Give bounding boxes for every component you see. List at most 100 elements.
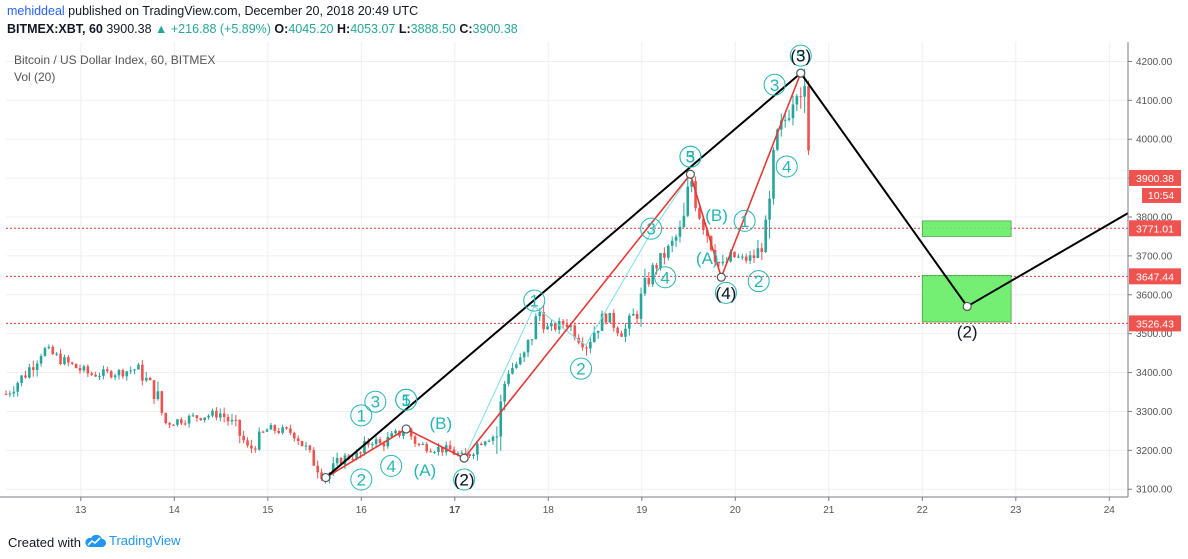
candle-body [370, 444, 374, 446]
candle-body [464, 452, 468, 454]
candle-body [273, 425, 277, 431]
candle-body [748, 255, 752, 261]
open-value: 4045.20 [288, 22, 334, 36]
candle-body [487, 440, 491, 442]
wave-pivot-point[interactable] [685, 169, 696, 179]
wave-label: (B) [429, 414, 452, 433]
grid-lines [6, 42, 1128, 497]
wave-label: (A) [696, 249, 719, 268]
candle-body [752, 255, 756, 259]
candle-body [776, 129, 779, 150]
candle-body [191, 415, 195, 417]
candle-body [417, 443, 421, 445]
wave-line-black[interactable] [325, 72, 1129, 479]
target-box[interactable] [921, 220, 1012, 237]
candle-body [476, 443, 479, 455]
candle-body [215, 410, 218, 418]
price-tick-label: 4000.00 [1136, 135, 1173, 146]
time-tick-label: 22 [917, 505, 929, 516]
wave-pivot-point[interactable] [459, 453, 469, 463]
candle-body [483, 441, 487, 446]
time-tick-label: 13 [75, 505, 87, 516]
time-tick-label: 16 [356, 505, 368, 516]
high-label: H: [336, 22, 351, 36]
candle-body [515, 364, 518, 368]
target-box[interactable] [921, 274, 1012, 323]
candle-body [503, 383, 506, 402]
candle-body [538, 312, 542, 317]
candle-body [148, 377, 152, 381]
candle-body [109, 371, 113, 378]
wave-line-cyan[interactable] [463, 173, 691, 459]
candle-body [105, 369, 109, 372]
candle-body [86, 366, 90, 374]
wave-pivot-point[interactable] [796, 68, 806, 78]
time-tick-label: 19 [636, 505, 648, 516]
candle-body [674, 236, 678, 241]
time-tick-label: 21 [823, 505, 835, 516]
candle-body [569, 325, 573, 327]
price-tick-label: 3800.00 [1136, 213, 1173, 224]
candle-body [741, 256, 744, 258]
candle-body [20, 375, 23, 384]
candle-body [573, 325, 577, 338]
candle-body [374, 439, 378, 445]
candle-body [542, 312, 545, 330]
candle-body [133, 369, 136, 371]
candle-body [285, 427, 288, 429]
candle-body [620, 333, 623, 337]
wave-pivot-point[interactable] [716, 272, 726, 282]
candle-body [643, 278, 647, 294]
candle-body [666, 245, 670, 258]
ohlc-line: BITMEX:XBT, 60 3900.38 ▲ +216.88 (+5.89%… [7, 22, 518, 36]
wave-label: 4 [660, 268, 669, 287]
candle-body [791, 104, 795, 119]
candle-body [59, 353, 62, 365]
candle-body [164, 412, 168, 424]
candle-body [491, 436, 495, 441]
candle-body [647, 278, 651, 285]
candle-body [795, 96, 799, 105]
wave-label: (B) [705, 206, 728, 225]
wave-pivot-point[interactable] [401, 424, 411, 434]
wave-line-red[interactable] [325, 72, 802, 479]
candle-body [768, 198, 771, 220]
candle-body [211, 410, 214, 416]
candle-body [651, 265, 655, 285]
candle-body [402, 431, 405, 436]
wave-label: 3 [371, 393, 380, 412]
candle-body [378, 439, 382, 444]
candle-body [717, 262, 721, 264]
candle-body [682, 215, 686, 227]
time-axis[interactable]: 13 14 15 16 17 18 19 20 21 22 23 24 [0, 496, 1128, 516]
candle-body [787, 118, 791, 120]
candle-body [222, 413, 226, 417]
wave-pivot-point[interactable] [321, 472, 331, 483]
candle-body [460, 452, 464, 454]
candle-body [43, 348, 47, 356]
price-tag-label: 3900.38 [1136, 173, 1174, 185]
wave-label-ring [733, 209, 756, 232]
wave-label-ring [654, 266, 677, 289]
wave-pivot-point[interactable] [962, 301, 972, 312]
tradingview-logo[interactable]: TradingView [84, 533, 181, 548]
candle-body [783, 119, 787, 121]
candle-body [585, 347, 588, 349]
price-tag-bg [1129, 220, 1181, 237]
candle-body [4, 393, 8, 395]
author-name[interactable]: mehiddeal [7, 4, 65, 18]
candle-body [261, 431, 265, 433]
target-boxes[interactable] [921, 220, 1012, 323]
candle-body [534, 316, 538, 340]
wave-lines[interactable] [321, 68, 1129, 483]
publish-line: mehiddeal published on TradingView.com, … [7, 4, 418, 18]
candle-body [772, 149, 775, 199]
wave-label-ring [679, 145, 702, 168]
candle-body [499, 401, 503, 437]
candle-body [39, 355, 43, 364]
candle-body [448, 445, 452, 450]
chart-title: Bitcoin / US Dollar Index, 60, BITMEX [14, 53, 215, 67]
candle-body [90, 373, 94, 375]
candle-body [596, 330, 600, 333]
